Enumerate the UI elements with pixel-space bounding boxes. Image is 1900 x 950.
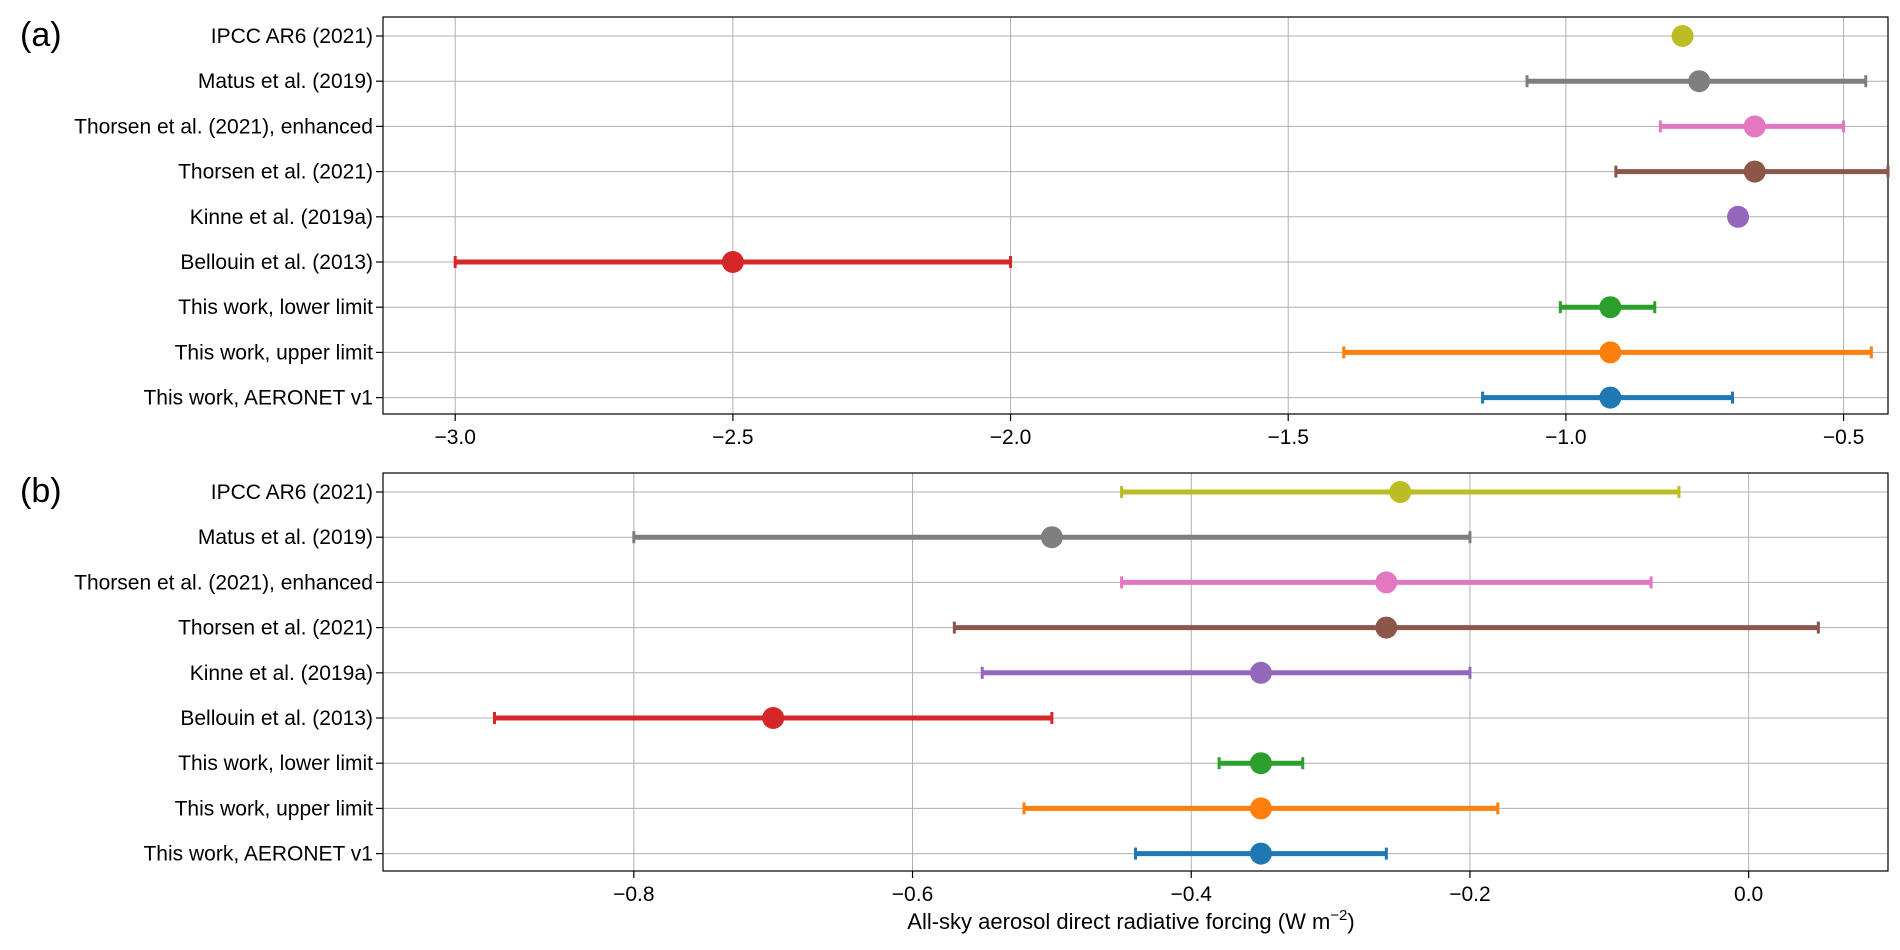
data-point [1688, 70, 1711, 93]
x-tick-label: −0.6 [892, 883, 933, 906]
x-tick-label: 0.0 [1734, 883, 1763, 906]
panel-label: (a) [20, 16, 62, 54]
y-tick-label: Thorsen et al. (2021), enhanced [74, 115, 373, 138]
y-tick-label: Thorsen et al. (2021) [178, 161, 373, 184]
y-tick-label: Thorsen et al. (2021), enhanced [74, 571, 373, 594]
data-point [1040, 526, 1063, 549]
x-tick-label: −3.0 [434, 426, 475, 449]
y-tick-label: This work, lower limit [178, 752, 373, 775]
x-tick-label: −2.5 [712, 426, 753, 449]
x-tick-label: −0.4 [1171, 883, 1213, 906]
y-tick-label: This work, upper limit [175, 341, 374, 364]
data-point [1249, 797, 1272, 820]
data-point [1389, 481, 1412, 503]
data-point [1375, 616, 1398, 639]
data-point [1249, 661, 1272, 684]
y-tick-label: Bellouin et al. (2013) [180, 707, 373, 730]
y-tick-label: This work, AERONET v1 [143, 843, 373, 866]
data-point [721, 251, 744, 273]
data-point [1727, 205, 1750, 228]
data-point [762, 707, 785, 729]
y-tick-label: This work, AERONET v1 [143, 387, 373, 410]
data-point [1671, 25, 1694, 47]
x-tick-label: −0.2 [1449, 883, 1490, 906]
x-tick-label: −0.5 [1823, 426, 1864, 449]
y-tick-label: Matus et al. (2019) [198, 70, 373, 93]
plot-frame [382, 16, 1889, 415]
data-point [1249, 752, 1272, 775]
y-tick-label: Kinne et al. (2019a) [190, 206, 373, 229]
panel-label: (b) [20, 472, 62, 510]
data-point [1599, 386, 1622, 409]
x-axis-label: All-sky aerosol direct radiative forcing… [907, 907, 1354, 934]
y-tick-label: This work, upper limit [175, 797, 374, 820]
data-point [1599, 341, 1622, 364]
x-tick-label: −1.5 [1267, 426, 1308, 449]
y-tick-label: IPCC AR6 (2021) [211, 25, 373, 48]
y-tick-label: Bellouin et al. (2013) [180, 251, 373, 274]
data-point [1743, 115, 1766, 138]
y-tick-label: Matus et al. (2019) [198, 526, 373, 549]
x-tick-label: −1.0 [1545, 426, 1586, 449]
x-tick-label: −2.0 [990, 426, 1031, 449]
data-point [1599, 296, 1622, 319]
x-tick-label: −0.8 [613, 883, 654, 906]
y-tick-label: Thorsen et al. (2021) [178, 617, 373, 640]
y-tick-label: This work, lower limit [178, 296, 373, 319]
panel-a: −3.0 −2.5 −2.0 −1.5 −1.0 −0.5 IPCC AR6 (2021) M… [20, 16, 1890, 449]
y-tick-label: IPCC AR6 (2021) [211, 481, 373, 504]
y-tick-label: Kinne et al. (2019a) [190, 662, 373, 685]
data-point [1249, 842, 1272, 865]
panel-b: −0.8 −0.6 −0.4 −0.2 0.0 IPCC AR6 (2021) Matus … [20, 472, 1889, 906]
data-point [1743, 160, 1766, 183]
plot-frame [382, 472, 1889, 872]
data-point [1375, 571, 1398, 594]
